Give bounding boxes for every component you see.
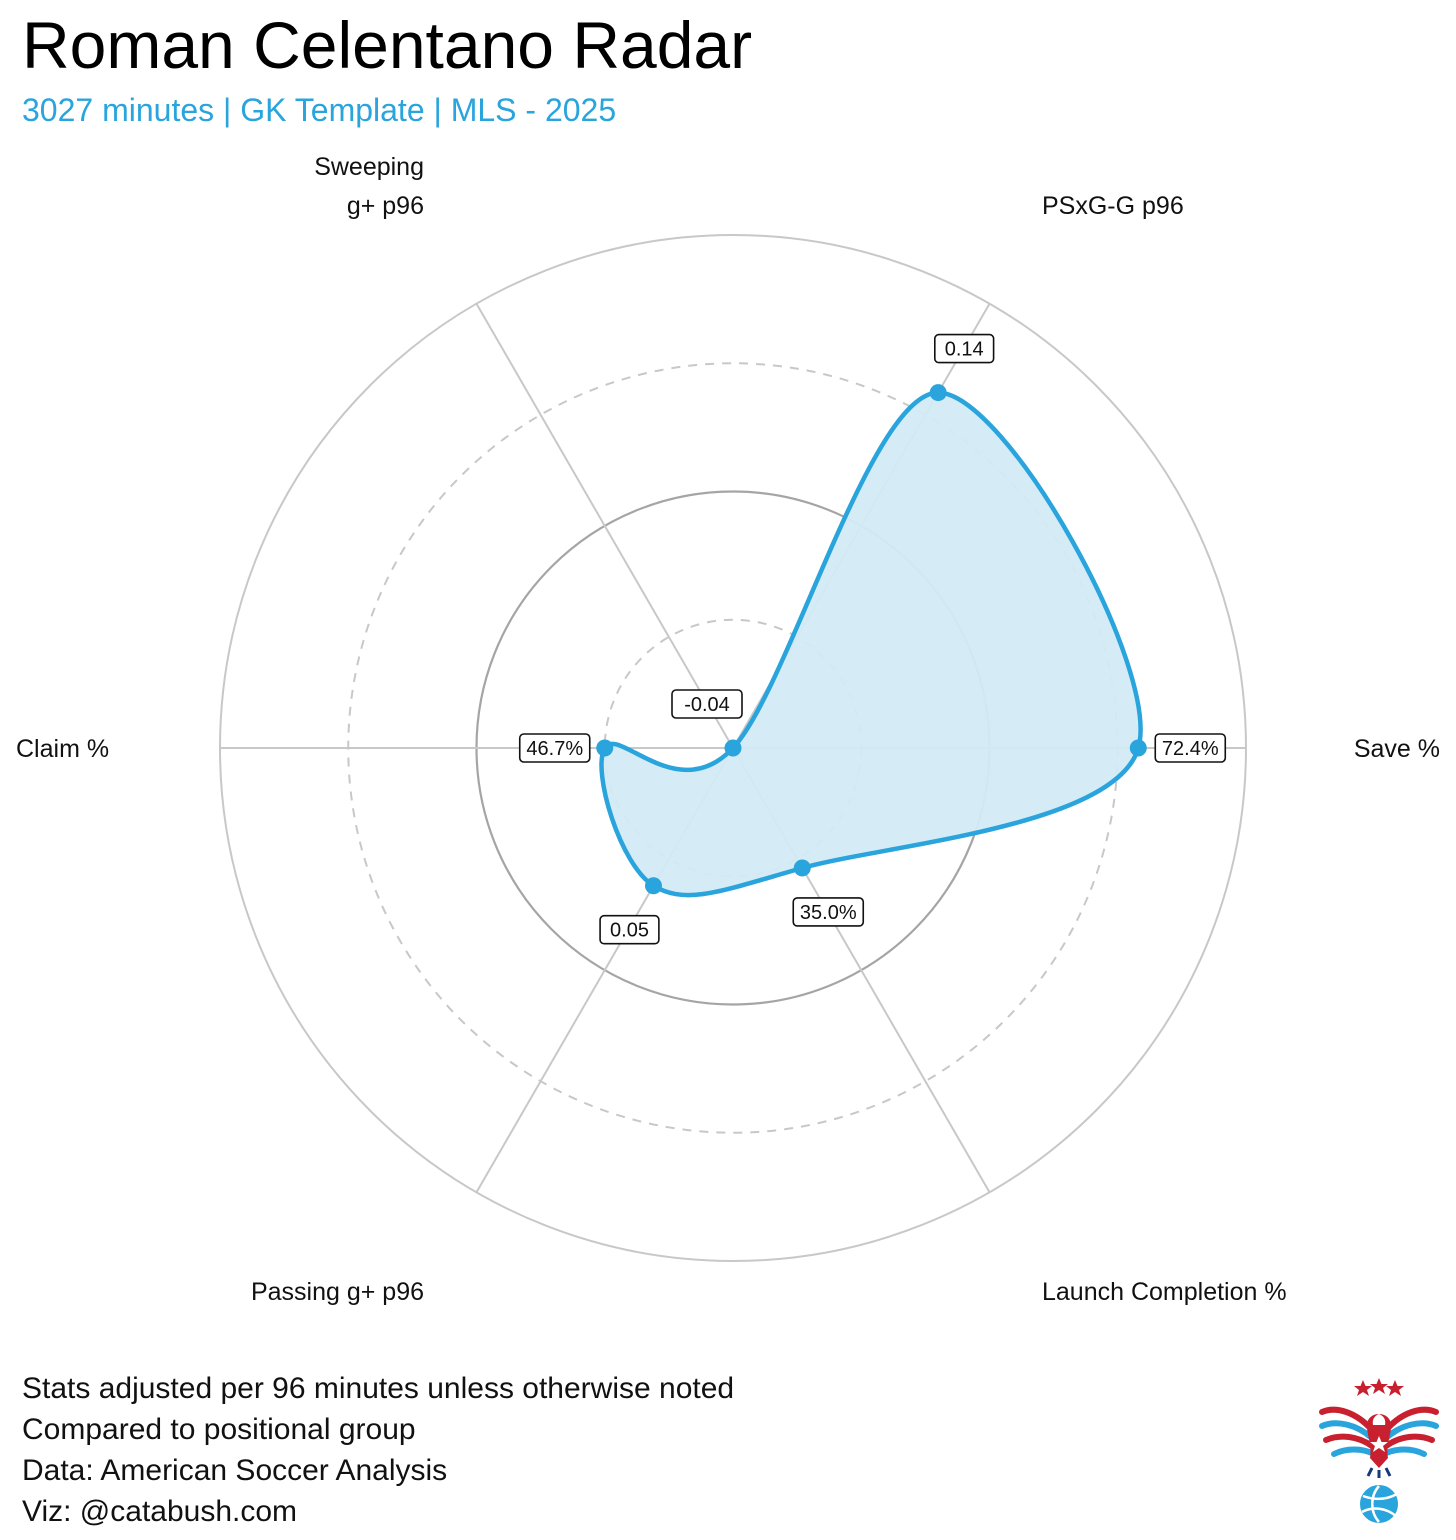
axis-label: Claim % — [16, 735, 109, 763]
radar-point — [1129, 739, 1147, 757]
axis-label: Sweeping — [314, 153, 424, 181]
radar-point — [644, 877, 662, 895]
value-label-text: 35.0% — [800, 902, 857, 924]
value-label-box — [792, 897, 865, 927]
value-label-box — [933, 333, 995, 364]
axis-label: Passing g+ p96 — [251, 1278, 424, 1306]
chart-subtitle: 3027 minutes | GK Template | MLS - 2025 — [22, 92, 617, 128]
value-label-box — [599, 914, 660, 945]
radar-point — [724, 739, 742, 757]
radar-point — [793, 859, 811, 877]
chart-title: Roman Celentano Radar — [22, 8, 753, 82]
value-label: 0.05 — [599, 914, 660, 945]
value-label-text: 0.05 — [610, 920, 649, 942]
axis-label: g+ p96 — [347, 192, 424, 220]
footer-note: Viz: @catabush.com — [22, 1495, 298, 1528]
value-label-text: 72.4% — [1162, 738, 1219, 760]
footer-note: Compared to positional group — [22, 1413, 416, 1446]
value-label: 46.7% — [518, 733, 591, 763]
radar-area — [601, 392, 1141, 896]
value-label: 35.0% — [792, 897, 865, 927]
value-label: 0.14 — [933, 333, 995, 364]
radar-spoke — [475, 303, 734, 749]
value-label: 72.4% — [1154, 733, 1227, 763]
axis-label: Save % — [1354, 735, 1440, 763]
value-label: -0.04 — [671, 689, 743, 719]
radar-point — [929, 384, 947, 402]
value-label-text: 46.7% — [526, 738, 583, 760]
eagle-soccer-ball-icon — [1319, 1378, 1439, 1525]
axis-label: Launch Completion % — [1042, 1278, 1287, 1306]
value-label-text: 0.14 — [945, 339, 984, 361]
value-label-box — [518, 733, 591, 763]
value-label-box — [1154, 733, 1227, 763]
footer-notes: Stats adjusted per 96 minutes unless oth… — [22, 1368, 734, 1532]
radar-point — [596, 739, 614, 757]
value-label-text: -0.04 — [684, 694, 730, 716]
value-label-box — [671, 689, 743, 719]
radar-series-line — [599, 390, 1143, 898]
axis-label: PSxG-G p96 — [1042, 192, 1184, 220]
footer-note: Stats adjusted per 96 minutes unless oth… — [22, 1372, 735, 1405]
footer-note: Data: American Soccer Analysis — [22, 1454, 448, 1487]
